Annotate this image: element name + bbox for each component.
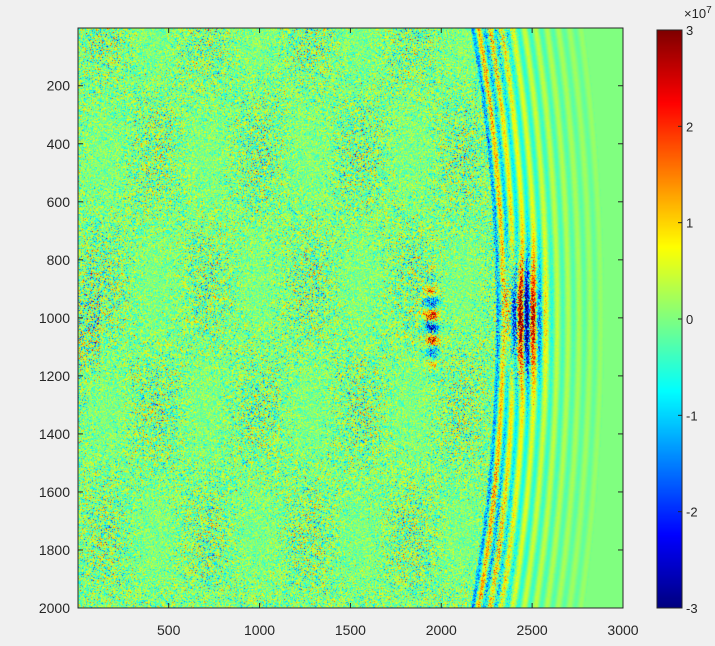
y-tick-label: 1200: [39, 368, 70, 384]
x-tick-label: 1000: [244, 622, 275, 638]
y-tick-label: 1800: [39, 542, 70, 558]
heatmap-image: [78, 28, 623, 608]
y-tick-label: 1000: [39, 310, 70, 326]
x-tick-label: 1500: [335, 622, 366, 638]
colorbar-tick-label: 0: [686, 312, 693, 327]
colorbar-tick-label: 3: [686, 23, 693, 38]
y-tick-label: 200: [47, 78, 71, 94]
x-tick-label: 2500: [517, 622, 548, 638]
colorbar-tick-label: -2: [686, 505, 698, 520]
colorbar-tick-label: 1: [686, 216, 693, 231]
y-tick-label: 2000: [39, 600, 70, 616]
x-tick-label: 2000: [426, 622, 457, 638]
colorbar-tick-label: -3: [686, 601, 698, 616]
colorbar-gradient: [657, 30, 682, 608]
y-tick-label: 1400: [39, 426, 70, 442]
main-axes: 500 1000 1500 2000 2500 3000 200 400 600 800 1000…: [39, 27, 639, 638]
colorbar-gradient-container: [657, 30, 682, 608]
y-tick-label: 400: [47, 136, 71, 152]
heatmap-image-container: [78, 28, 623, 608]
y-axis-ticks: 200 400 600 800 1000 1200 1400 1600 1800 2000: [39, 78, 623, 616]
colorbar-exponent-power: 7: [706, 5, 712, 16]
x-tick-label: 3000: [607, 622, 638, 638]
y-tick-label: 600: [47, 194, 71, 210]
x-axis-ticks: 500 1000 1500 2000 2500 3000: [157, 28, 639, 638]
colorbar-tick-label: -1: [686, 408, 698, 423]
y-tick-label: 800: [47, 252, 71, 268]
colorbar-ticks: 3 2 1 0 -1 -2 -3: [678, 23, 698, 616]
colorbar-exponent: ×107: [684, 5, 712, 21]
colorbar: 3 2 1 0 -1 -2 -3 ×107: [656, 5, 712, 616]
y-tick-label: 1600: [39, 484, 70, 500]
colorbar-exponent-base: ×10: [684, 6, 706, 21]
colorbar-tick-label: 2: [686, 119, 693, 134]
x-tick-label: 500: [157, 622, 181, 638]
